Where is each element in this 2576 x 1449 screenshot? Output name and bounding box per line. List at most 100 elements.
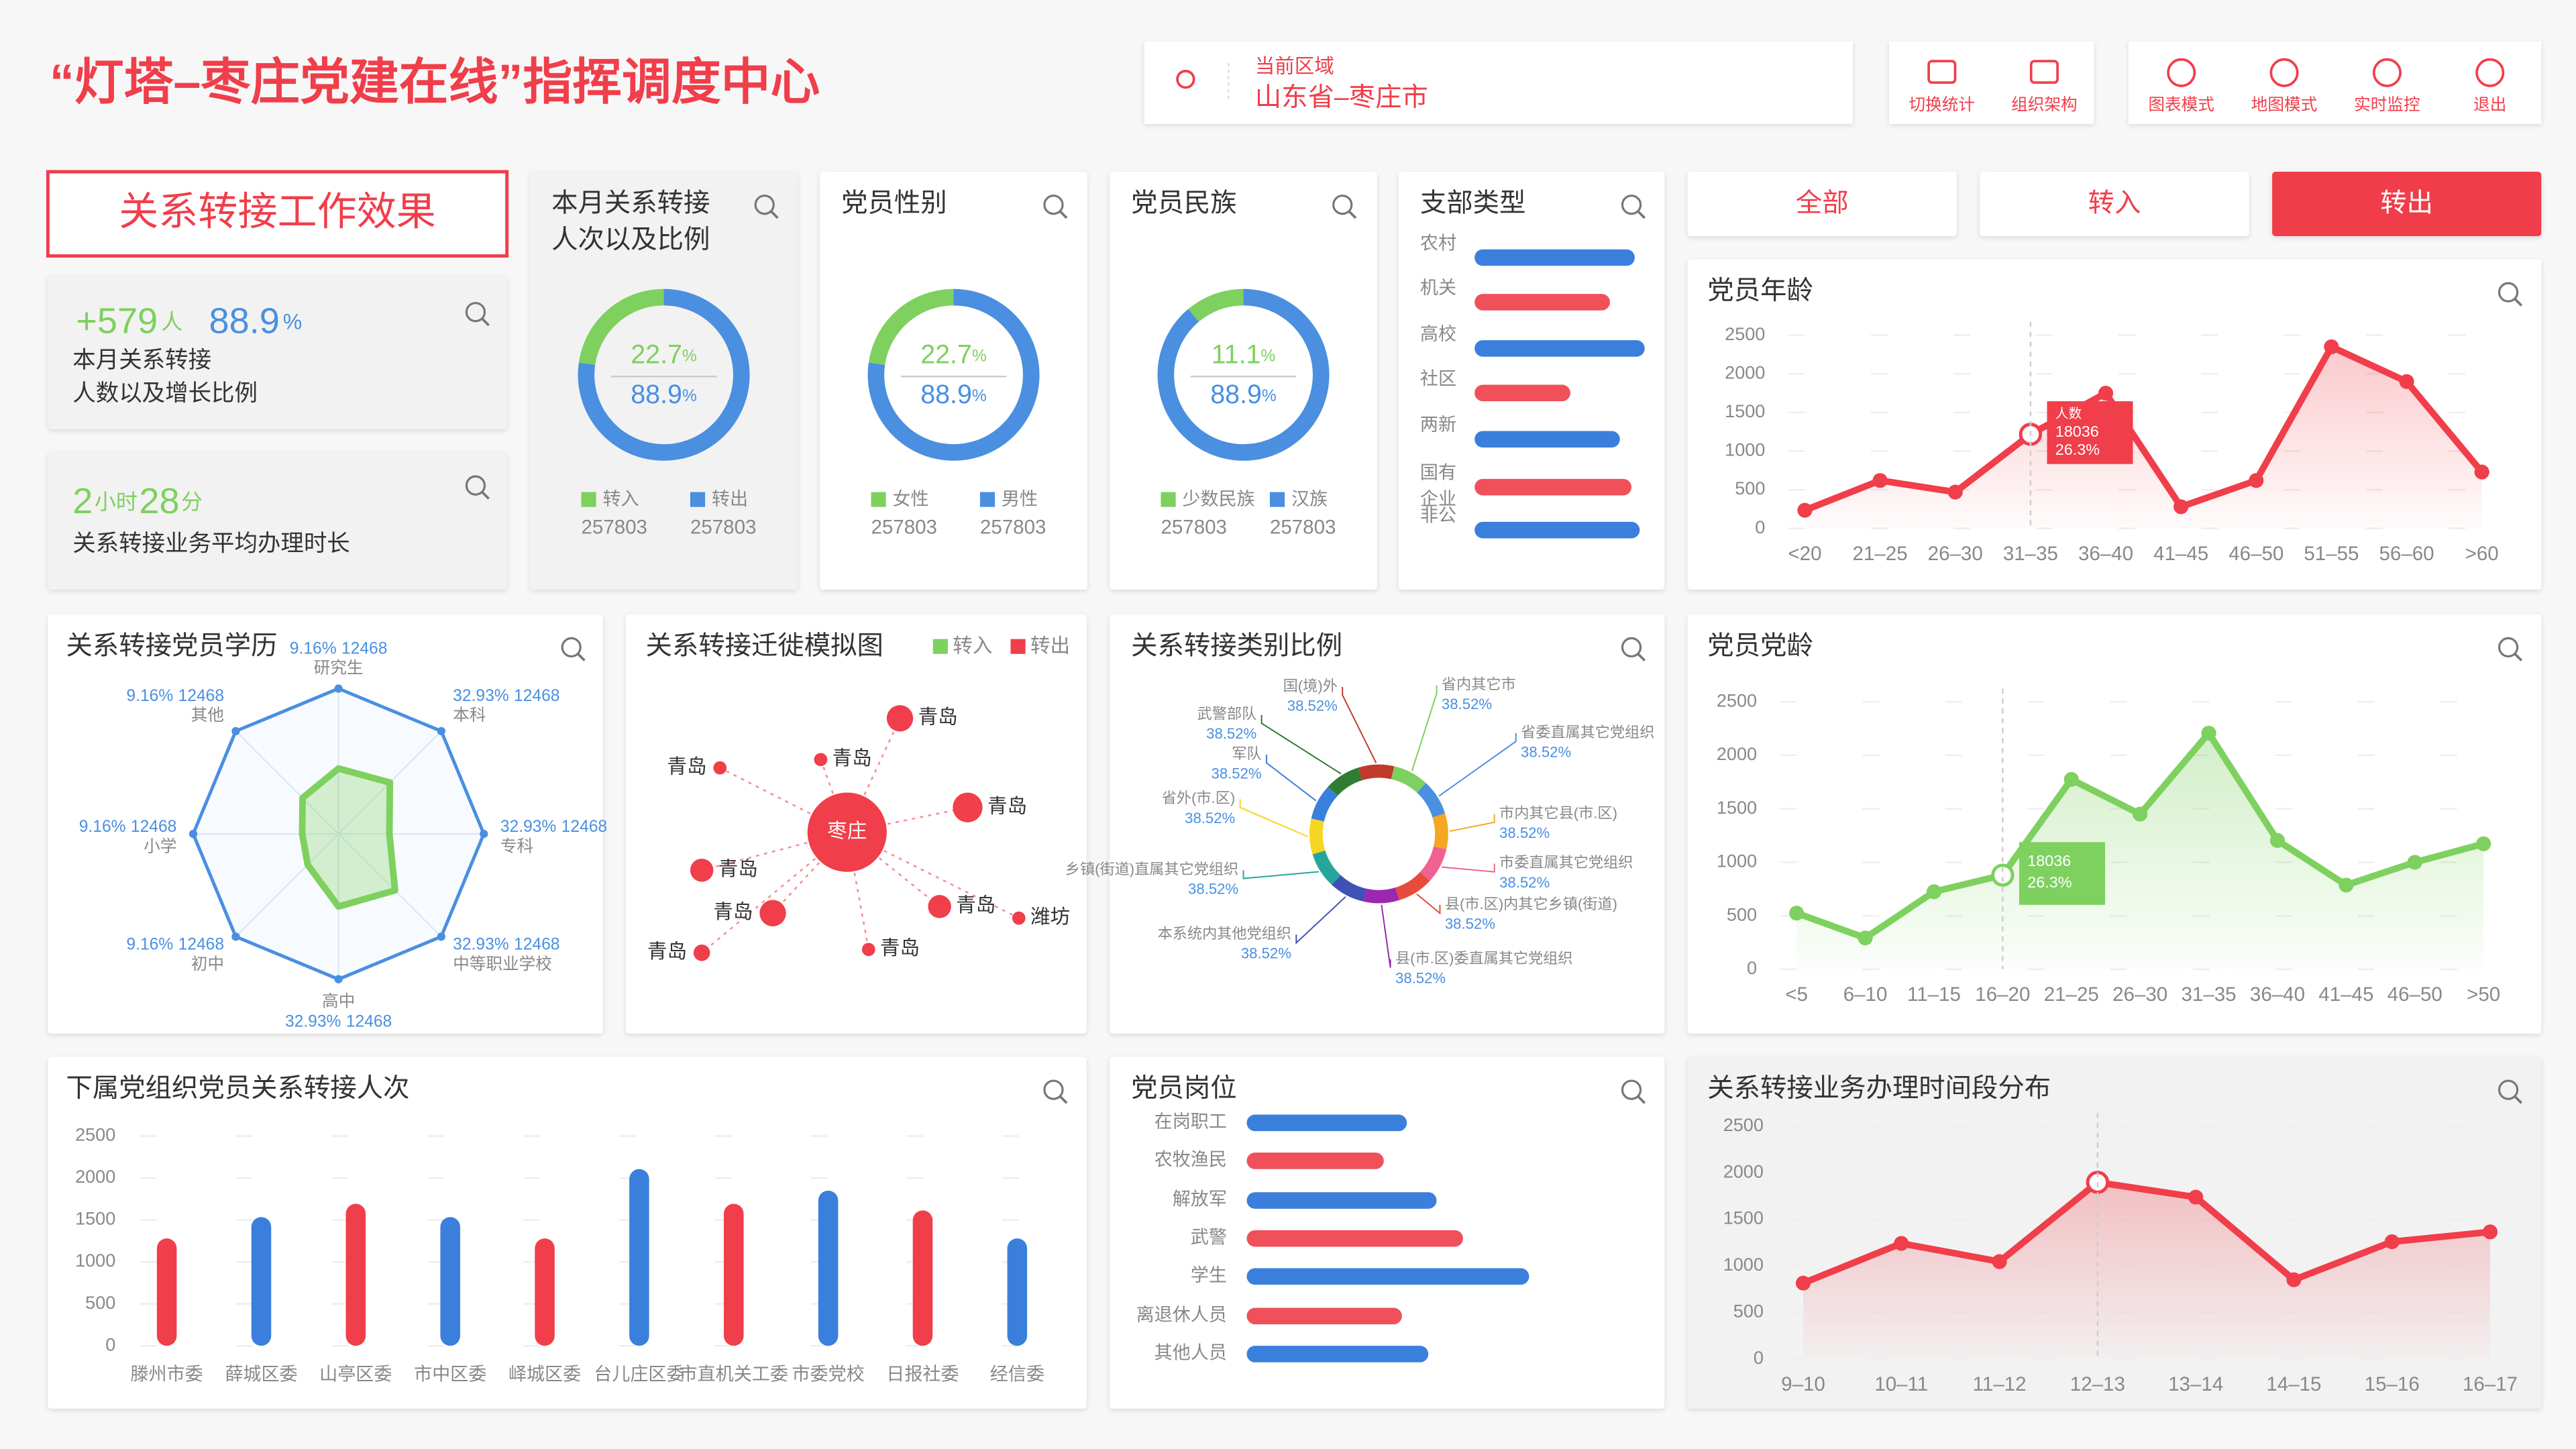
ring-label: 武警部队	[1197, 706, 1257, 722]
city-label: 青岛	[647, 941, 687, 963]
tool-button[interactable]: 切换统计	[1909, 60, 1975, 114]
bar	[723, 1203, 744, 1346]
search-circle	[754, 195, 775, 215]
y-tick-label: 0	[1755, 517, 1765, 537]
radar-value: 9.16% 12468	[126, 687, 224, 705]
ring-value: 38.52%	[1212, 765, 1262, 782]
donut-number: 88.9	[920, 380, 972, 409]
mode-icon	[2167, 58, 2196, 87]
link	[846, 832, 869, 950]
legend-label: 男性	[1002, 488, 1038, 509]
city-node	[953, 792, 983, 822]
city-node	[861, 943, 875, 957]
tool-button[interactable]: 组织架构	[2011, 60, 2078, 114]
ring-value: 38.52%	[1499, 874, 1550, 891]
search-handle	[1637, 1095, 1646, 1104]
x-tick-label: 6–10	[1843, 983, 1888, 1006]
mode-button[interactable]: 退出	[2473, 58, 2506, 114]
bar	[629, 1169, 649, 1346]
search-handle	[1637, 210, 1646, 219]
donut-arc-rest	[578, 288, 750, 461]
line	[1803, 343, 2485, 514]
point	[1926, 884, 1942, 900]
point	[1894, 1236, 1909, 1251]
filter-button[interactable]: 转出	[2272, 172, 2542, 236]
search-icon[interactable]	[754, 195, 779, 219]
point	[2063, 771, 2079, 787]
search-circle	[1621, 195, 1642, 215]
x-tick-label: 经信委	[990, 1364, 1044, 1385]
bar	[535, 1238, 555, 1346]
legend-label: 汉族	[1291, 488, 1328, 509]
x-tick-label: >50	[2467, 983, 2500, 1006]
filter-button[interactable]: 全部	[1687, 172, 1957, 236]
ring-segment	[1419, 846, 1447, 881]
y-tick-label: 500	[1733, 1301, 1764, 1322]
leader-line	[1239, 799, 1309, 838]
search-handle	[577, 653, 586, 661]
ring-label: 县(市.区)委直属其它党组织	[1395, 950, 1572, 967]
center-label: 枣庄	[827, 820, 867, 842]
panel-title: 党员年龄	[1707, 276, 1813, 305]
bar	[1246, 1230, 1463, 1247]
search-icon[interactable]	[465, 475, 490, 500]
ring-segment	[1358, 764, 1395, 781]
radar-count: 12468	[514, 687, 559, 705]
donut-value: 22.7%	[920, 340, 987, 370]
mode-button[interactable]: 实时监控	[2354, 58, 2420, 114]
bar	[1474, 431, 1620, 448]
radar-count: 12468	[561, 818, 607, 836]
panel-title: 党员岗位	[1131, 1073, 1237, 1103]
legend-swatch	[1010, 639, 1026, 654]
mode-button[interactable]: 地图模式	[2251, 58, 2317, 114]
search-icon[interactable]	[2498, 637, 2523, 661]
ring-segment	[1332, 875, 1367, 902]
search-icon[interactable]	[1621, 637, 1646, 661]
radar-axis-name: 其他	[191, 706, 224, 724]
donut-number: 22.7	[920, 340, 972, 370]
leader-line	[1449, 814, 1495, 833]
filter-bg	[1980, 172, 2249, 236]
donut-title: 党员性别	[841, 189, 947, 218]
y-tick-label: 1500	[1723, 1208, 1764, 1228]
search-icon[interactable]	[1621, 195, 1646, 219]
filter-button[interactable]: 转入	[1980, 172, 2249, 236]
bar	[1246, 1114, 1407, 1132]
search-icon[interactable]	[561, 637, 586, 661]
ring-value: 38.52%	[1206, 725, 1256, 742]
radar-vertex	[480, 829, 488, 839]
donut-title: 党员民族	[1131, 189, 1237, 218]
donut-value: 88.9%	[1210, 380, 1277, 409]
mode-icon	[2372, 58, 2402, 87]
bar	[1246, 1152, 1384, 1169]
mode-button[interactable]: 图表模式	[2148, 58, 2214, 114]
donut-arc-rest	[1157, 288, 1330, 461]
donut-unit: %	[682, 347, 697, 365]
x-tick-label: 31–35	[2182, 983, 2237, 1006]
search-icon[interactable]	[2498, 1079, 2523, 1104]
tools-box	[1889, 41, 2094, 124]
search-icon[interactable]	[1043, 195, 1068, 219]
category-label: 企业	[1420, 488, 1456, 509]
search-icon[interactable]	[1332, 195, 1357, 219]
ring-segment	[1328, 767, 1362, 796]
category-label: 在岗职工	[1155, 1111, 1227, 1132]
radar-axis-name: 小学	[144, 837, 176, 855]
y-tick-label: 0	[105, 1334, 115, 1354]
mode-icon	[2475, 58, 2505, 87]
x-tick-label: 山亭区委	[319, 1364, 392, 1385]
ring-value: 38.52%	[1185, 810, 1235, 826]
duration-desc: 关系转接业务平均办理时长	[72, 531, 350, 556]
search-icon[interactable]	[1621, 1079, 1646, 1104]
x-tick-label: 41–45	[2318, 983, 2373, 1006]
x-tick-label: 滕州市委	[130, 1364, 203, 1385]
x-tick-label: 11–15	[1907, 983, 1961, 1006]
bar	[1474, 294, 1610, 311]
panel	[48, 452, 507, 590]
search-icon[interactable]	[2498, 282, 2523, 307]
y-tick-label: 1500	[75, 1208, 115, 1229]
y-tick-label: 0	[1754, 1347, 1764, 1368]
search-icon[interactable]	[465, 302, 490, 327]
search-icon[interactable]	[1043, 1079, 1068, 1104]
